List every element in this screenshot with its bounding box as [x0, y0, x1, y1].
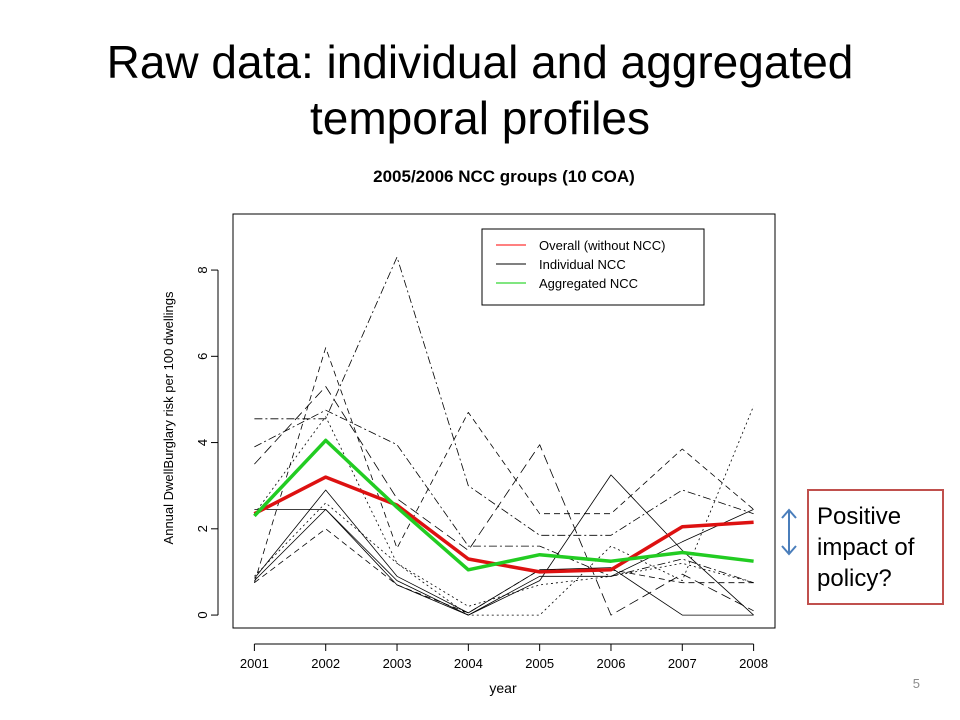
y-tick-label-0: 0 — [195, 611, 210, 618]
x-tick-label-2008: 2008 — [739, 656, 768, 671]
y-tick-label-2: 2 — [195, 525, 210, 532]
plot-frame — [232, 213, 776, 629]
series-line-10 — [254, 256, 754, 536]
legend-label-1: Overall (without NCC) — [539, 238, 665, 253]
x-tick-label-2004: 2004 — [454, 656, 483, 671]
series-line-6 — [254, 528, 754, 614]
series-line-9 — [254, 502, 754, 607]
chart-title: 2005/2006 NCC groups (10 COA) — [373, 167, 635, 186]
y-axis-label: Annual DwellBurglary risk per 100 dwelli… — [161, 291, 176, 544]
y-tick-label-8: 8 — [195, 266, 210, 273]
x-tick-label-2005: 2005 — [525, 656, 554, 671]
legend-label-3: Aggregated NCC — [539, 276, 638, 291]
x-tick-label-2001: 2001 — [240, 656, 269, 671]
callout-box: Positive impact of policy? — [807, 489, 944, 605]
legend: Overall (without NCC) Individual NCC Aggre… — [481, 228, 705, 306]
series-line-2 — [253, 438, 754, 572]
x-axis-label: year — [489, 680, 517, 696]
slide-title: Raw data: individual and aggregated temp… — [106, 36, 854, 144]
series-line-7 — [254, 347, 754, 583]
y-tick-label-6: 6 — [195, 353, 210, 360]
x-tick-label-2006: 2006 — [597, 656, 626, 671]
series-line-1 — [253, 475, 754, 574]
x-tick-label-2007: 2007 — [668, 656, 697, 671]
double-arrow-icon — [781, 508, 797, 556]
series-line-4 — [254, 489, 754, 616]
series-line-3 — [254, 474, 754, 616]
legend-label-2: Individual NCC — [539, 257, 626, 272]
axes-layer: 2001 2002 2003 2004 2005 2006 2007 2008 0 2 4 6 8 — [195, 266, 768, 671]
x-tick-label-2002: 2002 — [311, 656, 340, 671]
series-layer — [253, 256, 754, 616]
y-tick-label-4: 4 — [195, 439, 210, 446]
legend-box — [481, 228, 705, 306]
x-tick-label-2003: 2003 — [383, 656, 412, 671]
series-line-11 — [254, 409, 754, 584]
page-number: 5 — [912, 676, 920, 691]
series-line-12 — [254, 386, 754, 616]
